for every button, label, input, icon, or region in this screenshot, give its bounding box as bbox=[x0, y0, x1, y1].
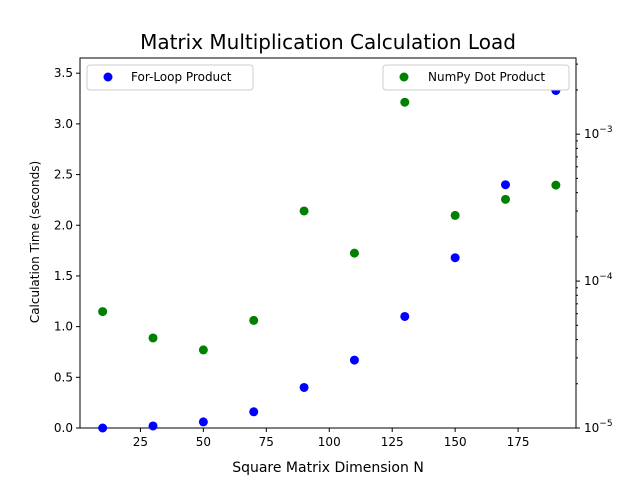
x-tick-label: 175 bbox=[507, 435, 530, 449]
for-loop-point bbox=[349, 355, 359, 365]
legend-right-box bbox=[382, 64, 570, 91]
x-axis-ticks: 25 50 75 100 125 150 175 bbox=[133, 428, 530, 449]
for-loop-point bbox=[98, 423, 108, 433]
y-right-tick-label: 10−4 bbox=[584, 272, 613, 288]
for-loop-point bbox=[501, 180, 511, 190]
y-left-tick-label: 2.0 bbox=[54, 218, 73, 232]
legend-right: NumPy Dot Product bbox=[382, 64, 570, 91]
x-tick-label: 125 bbox=[381, 435, 404, 449]
for-loop-point bbox=[400, 311, 410, 321]
y-axis-left-ticks: 0.0 0.5 1.0 1.5 2.0 2.5 3.0 3.5 bbox=[54, 66, 80, 435]
x-tick-label: 75 bbox=[259, 435, 274, 449]
y-left-tick-label: 2.5 bbox=[54, 168, 73, 182]
y-axis-left-label: Calculation Time (seconds) bbox=[28, 161, 42, 323]
y-left-tick-label: 1.0 bbox=[54, 320, 73, 334]
numpy-point bbox=[98, 307, 108, 317]
legend-right-label: NumPy Dot Product bbox=[428, 70, 545, 84]
y-left-tick-label: 3.0 bbox=[54, 117, 73, 131]
data-points bbox=[98, 85, 561, 433]
numpy-point bbox=[450, 210, 460, 220]
plot-frame bbox=[79, 57, 577, 429]
numpy-point bbox=[501, 194, 511, 204]
x-tick-label: 50 bbox=[196, 435, 211, 449]
legend-left-box bbox=[86, 64, 254, 91]
y-right-tick-label: 10−5 bbox=[584, 419, 613, 435]
numpy-point bbox=[198, 345, 208, 355]
for-loop-point bbox=[450, 253, 460, 263]
numpy-point bbox=[551, 180, 561, 190]
for-loop-point bbox=[198, 417, 208, 427]
y-left-tick-label: 1.5 bbox=[54, 269, 73, 283]
legend-left: For-Loop Product bbox=[86, 64, 254, 91]
y-right-tick-label: 10−3 bbox=[584, 125, 613, 141]
legend-left-label: For-Loop Product bbox=[131, 70, 232, 84]
y-left-tick-label: 0.5 bbox=[54, 370, 73, 384]
for-loop-point bbox=[249, 407, 259, 417]
numpy-point bbox=[400, 97, 410, 107]
numpy-point bbox=[249, 315, 259, 325]
y-left-tick-label: 0.0 bbox=[54, 421, 73, 435]
y-left-tick-label: 3.5 bbox=[54, 66, 73, 80]
numpy-point bbox=[148, 333, 158, 343]
legend-left-marker bbox=[103, 72, 113, 82]
x-axis-label: Square Matrix Dimension N bbox=[232, 460, 424, 476]
x-tick-label: 25 bbox=[133, 435, 148, 449]
x-tick-label: 150 bbox=[444, 435, 467, 449]
for-loop-point bbox=[148, 421, 158, 431]
x-tick-label: 100 bbox=[318, 435, 341, 449]
chart-title: Matrix Multiplication Calculation Load bbox=[140, 30, 516, 54]
y-axis-right-ticks: 10−5 10−4 10−3 bbox=[576, 63, 613, 435]
legend-right-marker bbox=[399, 72, 409, 82]
for-loop-point bbox=[299, 382, 309, 392]
numpy-point bbox=[299, 206, 309, 216]
numpy-point bbox=[349, 248, 359, 258]
